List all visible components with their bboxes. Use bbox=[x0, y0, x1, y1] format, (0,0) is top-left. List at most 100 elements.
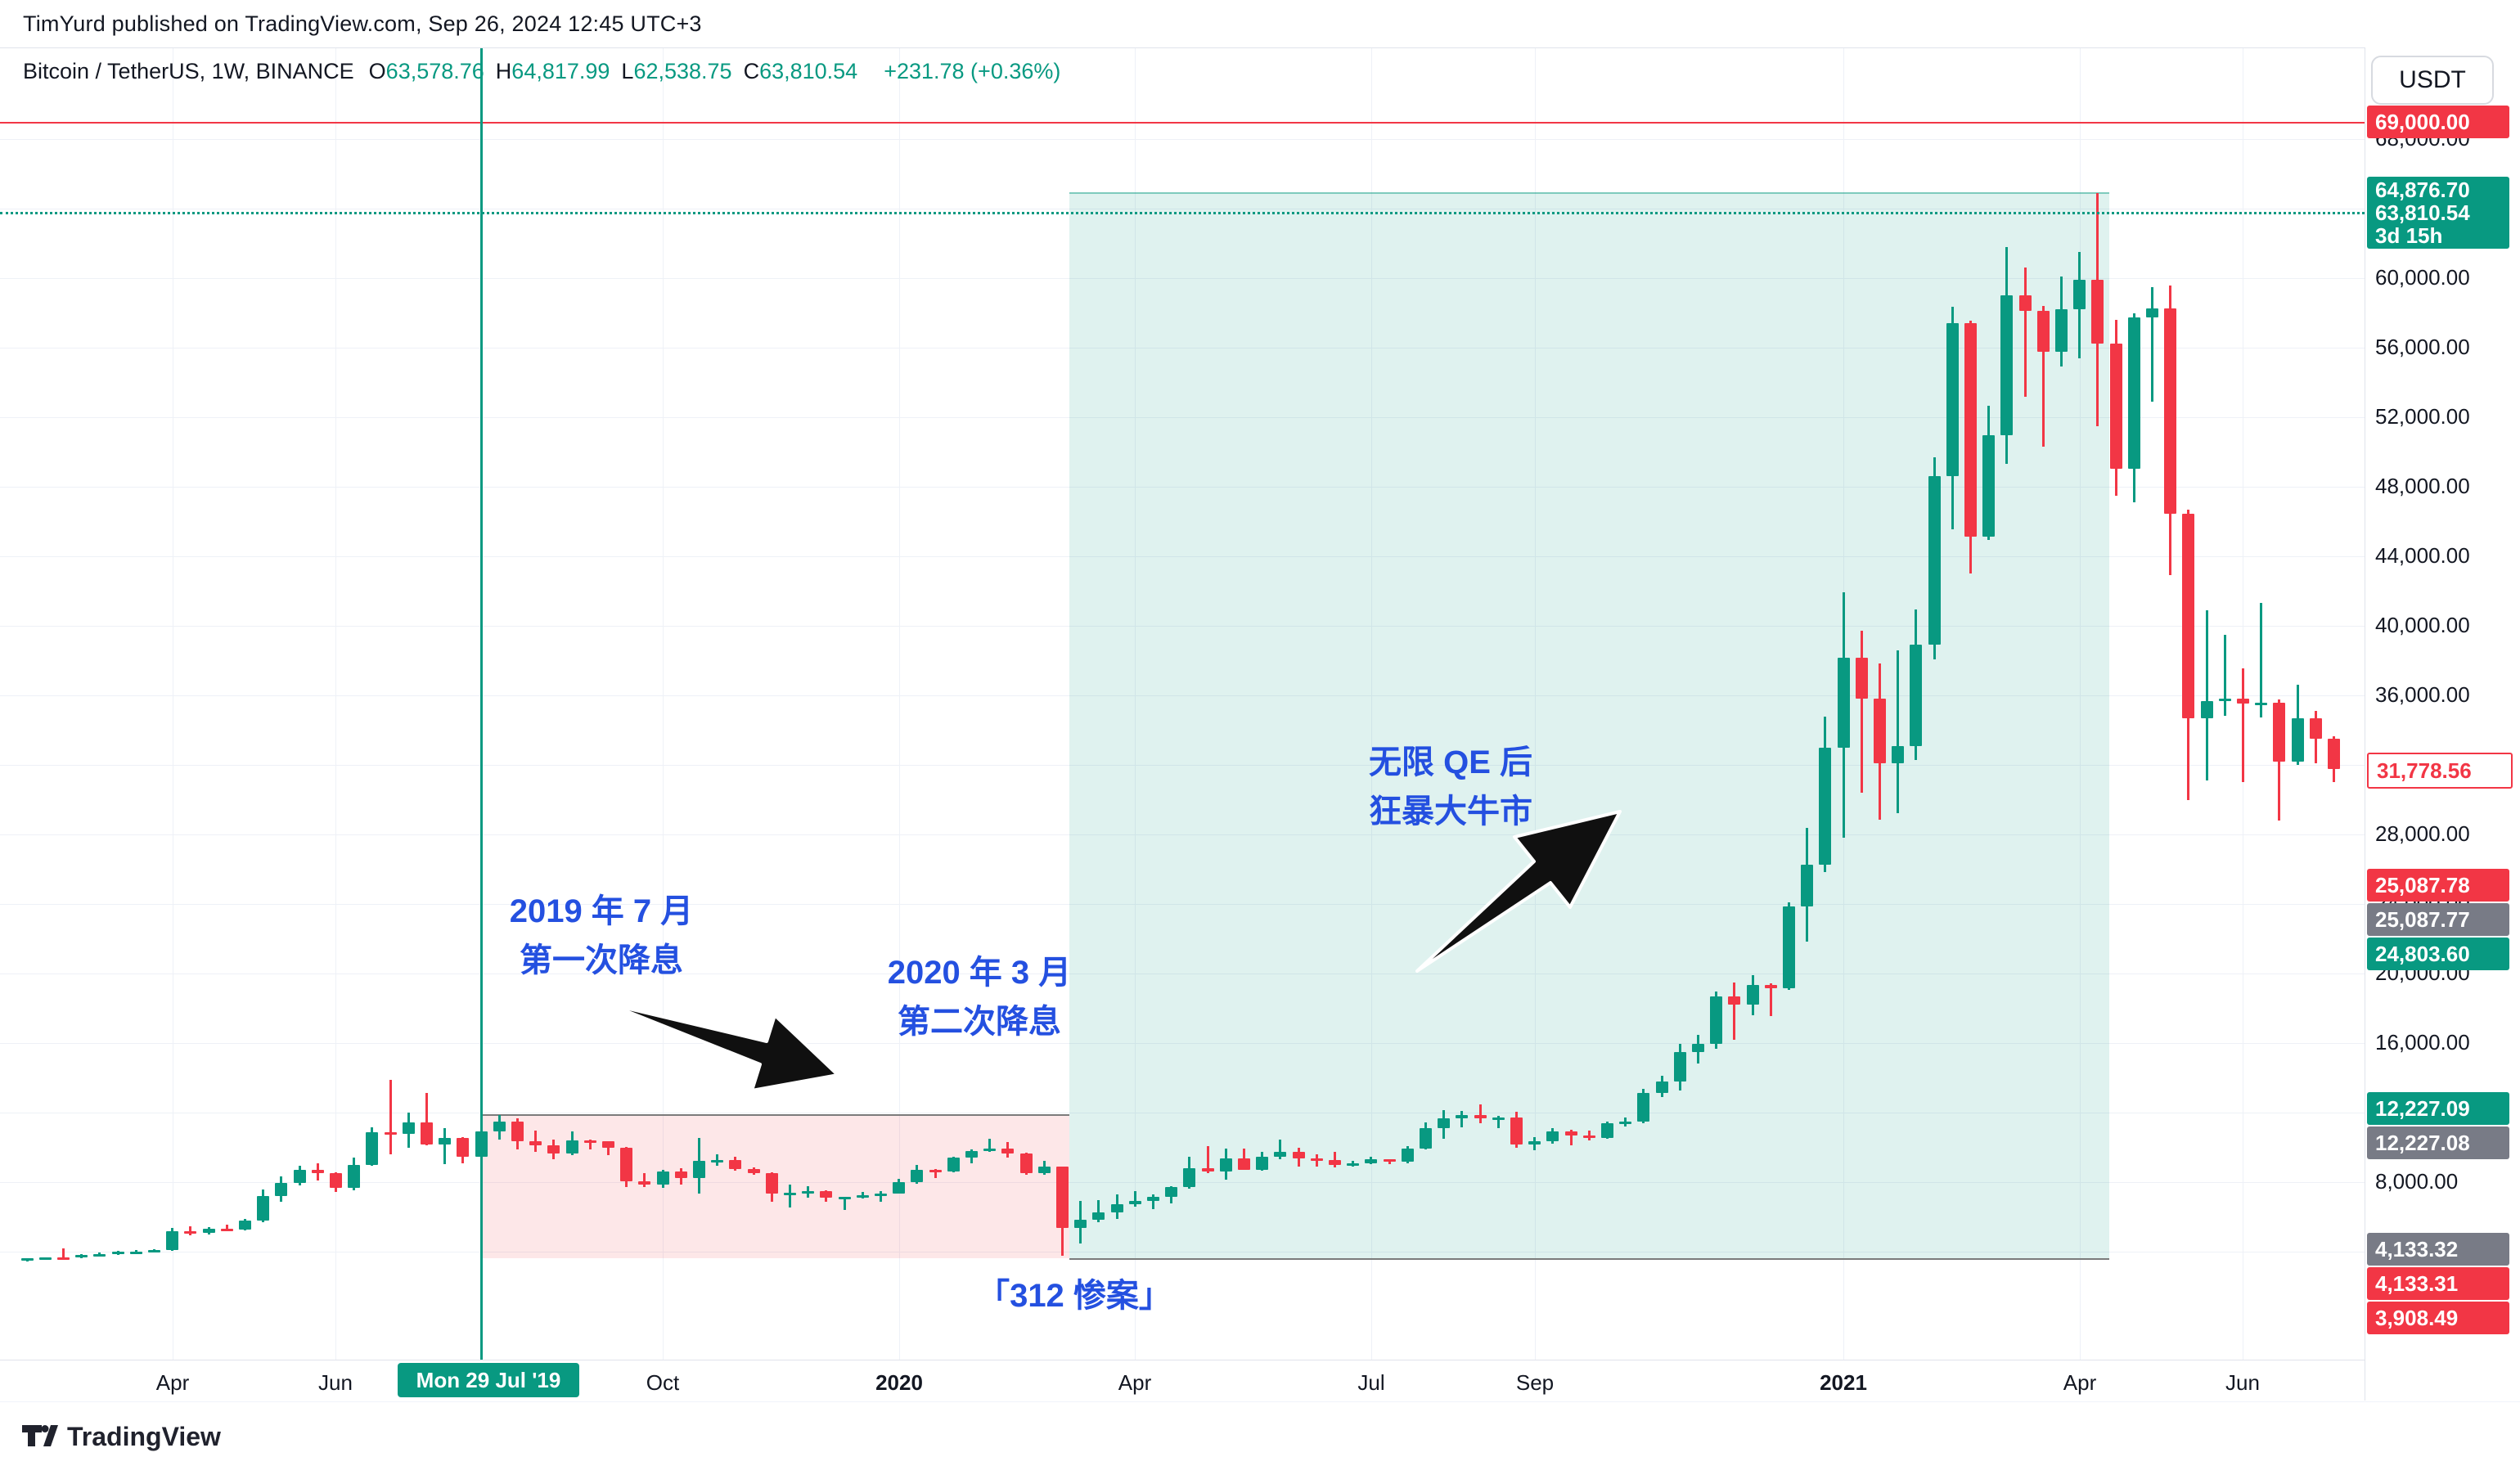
candle-body bbox=[93, 1253, 106, 1257]
candle-body bbox=[856, 1194, 869, 1198]
price-axis[interactable]: 68,000.0064,000.0060,000.0056,000.0052,0… bbox=[2365, 47, 2520, 1401]
candle-body bbox=[1328, 1159, 1341, 1165]
gridline-horizontal bbox=[0, 1043, 2365, 1044]
candle-body bbox=[529, 1141, 542, 1145]
note-second-rate-cut[interactable]: 2020 年 3 月 bbox=[887, 955, 1072, 991]
price-badge: 4,133.31 bbox=[2367, 1267, 2509, 1300]
candle-wick bbox=[879, 1190, 882, 1202]
candle-body bbox=[1438, 1117, 1451, 1129]
candle-body bbox=[547, 1144, 560, 1154]
note-qe-bull[interactable]: 狂暴大牛市 bbox=[1369, 794, 1532, 830]
arrow-to-second-rate-cut[interactable] bbox=[606, 1002, 839, 1092]
price-axis-label: 40,000.00 bbox=[2375, 613, 2470, 637]
price-axis-label: 48,000.00 bbox=[2375, 474, 2470, 498]
candle-body bbox=[674, 1171, 687, 1178]
candle-body bbox=[2255, 702, 2268, 705]
candle-wick bbox=[98, 1252, 101, 1256]
symbol-title[interactable]: Bitcoin / TetherUS, 1W, BINANCE bbox=[23, 59, 354, 83]
candle-body bbox=[2145, 308, 2158, 317]
candle-body bbox=[1910, 645, 1923, 746]
candle-wick bbox=[225, 1224, 228, 1230]
candle-wick bbox=[2223, 635, 2226, 717]
time-axis-label: Oct bbox=[646, 1370, 680, 1395]
candle-wick bbox=[861, 1191, 864, 1198]
alert-line-69000[interactable] bbox=[0, 122, 2365, 124]
candle-body bbox=[1347, 1163, 1360, 1167]
candle-body bbox=[1673, 1052, 1686, 1082]
price-badge: 12,227.09 bbox=[2367, 1092, 2509, 1125]
candle-body bbox=[2036, 311, 2050, 352]
ohlc-values: O63,578.76 H64,817.99 L62,538.75 C63,810.54 bbox=[369, 59, 870, 84]
candle-body bbox=[1746, 984, 1759, 1005]
candle-wick bbox=[534, 1131, 538, 1152]
arrow-qe-bull-market[interactable] bbox=[1415, 810, 1622, 973]
candle-body bbox=[893, 1181, 906, 1194]
note-qe-bull[interactable]: 无限 QE 后 bbox=[1368, 744, 1533, 780]
candle-wick bbox=[1206, 1146, 1209, 1173]
candle-body bbox=[2218, 699, 2231, 702]
candle-wick bbox=[2241, 668, 2244, 783]
candle-body bbox=[1600, 1123, 1613, 1138]
candle-body bbox=[2236, 699, 2249, 704]
candle-body bbox=[2327, 739, 2340, 769]
candle-body bbox=[1764, 984, 1777, 988]
gridline-horizontal bbox=[0, 487, 2365, 488]
candle-body bbox=[1074, 1220, 1087, 1229]
gridline-horizontal bbox=[0, 556, 2365, 557]
candle-wick bbox=[2023, 268, 2027, 397]
candle-body bbox=[1001, 1149, 1015, 1153]
candle-body bbox=[1401, 1149, 1414, 1162]
candle-body bbox=[638, 1180, 651, 1185]
note-312-crash[interactable]: 「312 惨案」 bbox=[977, 1278, 1172, 1314]
price-badge: 64,876.70 63,810.54 3d 15h bbox=[2367, 177, 2509, 249]
candle-body bbox=[1456, 1115, 1469, 1118]
candle-body bbox=[1419, 1128, 1432, 1149]
ohlc-pair: H64,817.99 bbox=[495, 59, 610, 83]
note-second-rate-cut[interactable]: 第二次降息 bbox=[898, 1004, 1061, 1040]
candle-body bbox=[1564, 1131, 1577, 1135]
qe-bull-market-box[interactable] bbox=[1069, 192, 2109, 1260]
price-badge: 4,133.32 bbox=[2367, 1233, 2509, 1266]
candle-wick bbox=[1860, 631, 1863, 793]
candle-body bbox=[1801, 865, 1814, 906]
candle-wick bbox=[61, 1248, 65, 1258]
candle-body bbox=[2200, 701, 2213, 718]
event-vertical-line[interactable] bbox=[480, 48, 483, 1364]
candle-body bbox=[729, 1159, 742, 1169]
currency-toggle-button[interactable]: USDT bbox=[2371, 56, 2494, 105]
note-first-rate-cut[interactable]: 第一次降息 bbox=[520, 942, 683, 978]
candle-body bbox=[2291, 717, 2304, 762]
candle-body bbox=[1892, 745, 1905, 763]
candle-body bbox=[1619, 1121, 1632, 1124]
candle-body bbox=[511, 1122, 524, 1142]
candle-body bbox=[783, 1192, 796, 1195]
candle-wick bbox=[1478, 1104, 1482, 1124]
candle-body bbox=[1019, 1153, 1033, 1173]
candle-wick bbox=[1769, 983, 1772, 1016]
candle-wick bbox=[1151, 1194, 1154, 1209]
candle-body bbox=[802, 1190, 815, 1194]
candle-body bbox=[983, 1149, 997, 1152]
candle-body bbox=[1274, 1151, 1287, 1158]
note-first-rate-cut[interactable]: 2019 年 7 月 bbox=[509, 893, 694, 929]
candle-body bbox=[2182, 513, 2195, 718]
time-axis-label: Apr bbox=[1118, 1370, 1152, 1395]
candle-body bbox=[20, 1258, 34, 1261]
tradingview-logo[interactable]: TradingView bbox=[21, 1420, 221, 1453]
candle-wick bbox=[1242, 1148, 1245, 1168]
candle-wick bbox=[189, 1225, 192, 1236]
candle-body bbox=[238, 1221, 251, 1230]
candle-body bbox=[129, 1251, 142, 1254]
candle-body bbox=[965, 1150, 978, 1158]
candle-body bbox=[1055, 1166, 1069, 1229]
candle-body bbox=[1165, 1187, 1178, 1198]
gridline-horizontal bbox=[0, 695, 2365, 696]
time-axis-label: Apr bbox=[2063, 1370, 2097, 1395]
gridline-horizontal bbox=[0, 834, 2365, 835]
candle-body bbox=[1546, 1131, 1559, 1142]
candle-body bbox=[874, 1193, 887, 1196]
current-price-line[interactable] bbox=[0, 212, 2365, 214]
candle-wick bbox=[843, 1196, 846, 1210]
candle-wick bbox=[1279, 1140, 1282, 1159]
